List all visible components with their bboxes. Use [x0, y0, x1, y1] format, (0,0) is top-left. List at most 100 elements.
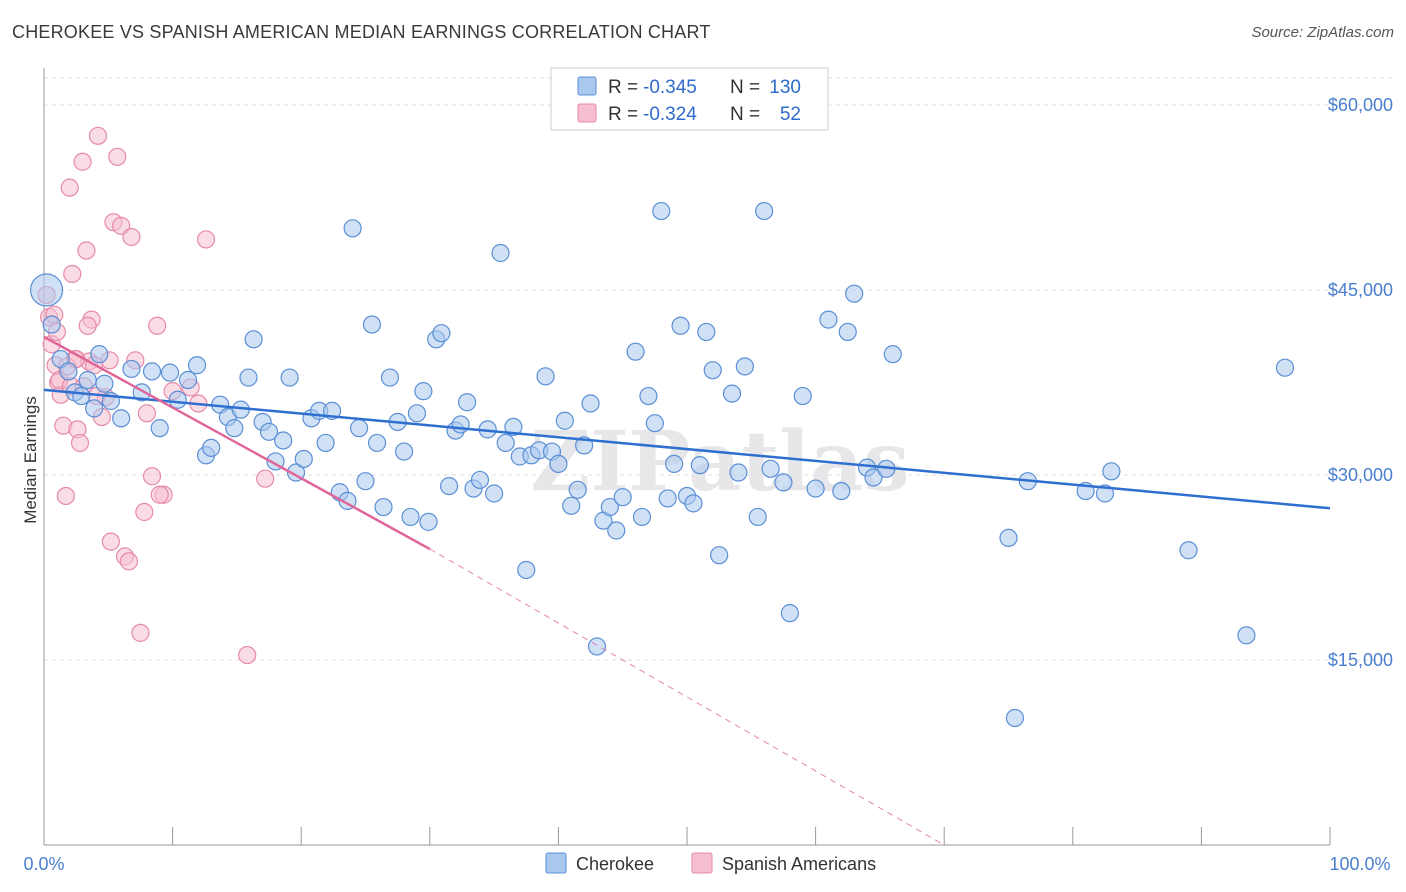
spanish-americans-point: [88, 126, 108, 145]
spanish-americans-point: [131, 623, 150, 642]
cherokee-point: [684, 494, 703, 513]
cherokee-point: [439, 477, 459, 496]
cherokee-point: [645, 414, 664, 433]
spanish-americans-trend-extension: [429, 548, 945, 846]
cherokee-point: [414, 382, 433, 401]
cherokee-point: [187, 356, 207, 375]
x-tick-labels: 0.0% 100.0%: [23, 854, 1390, 874]
cherokee-trend-line: [43, 388, 1331, 510]
cherokee-point: [568, 480, 587, 499]
cherokee-point: [239, 368, 258, 387]
cherokee-point: [832, 481, 851, 501]
cherokee-point: [470, 470, 490, 490]
cherokee-point: [316, 433, 335, 453]
x-tick-label-max: 100.0%: [1329, 854, 1390, 874]
cherokee-point: [755, 201, 774, 221]
cherokee-points: [29, 201, 1295, 728]
legend-r-value: -0.324: [643, 104, 697, 125]
cherokee-point: [380, 368, 400, 387]
spanish-americans-point: [196, 230, 216, 249]
cherokee-point: [72, 386, 91, 406]
cherokee-point: [517, 560, 536, 580]
cherokee-point: [703, 361, 722, 380]
spanish-americans-point: [63, 264, 82, 284]
bottom-legend-cherokee: Cherokee: [576, 854, 654, 874]
cherokee-point: [374, 497, 393, 517]
cherokee-point: [671, 316, 690, 335]
spanish-americans-point: [70, 433, 90, 453]
cherokee-point: [658, 489, 677, 508]
y-tick-label: $15,000: [1328, 650, 1393, 670]
cherokee-point: [451, 415, 470, 434]
cherokee-point: [587, 637, 607, 656]
cherokee-point: [729, 463, 748, 482]
legend-n-value: 130: [769, 77, 801, 98]
spanish-americans-point: [77, 241, 96, 260]
cherokee-point: [748, 507, 767, 527]
cherokee-point: [78, 370, 97, 390]
cherokee-point: [845, 284, 864, 303]
legend-swatch-spanish: [577, 103, 597, 123]
legend-r-value: -0.345: [643, 77, 697, 98]
cherokee-point: [838, 322, 857, 342]
cherokee-point: [419, 512, 438, 531]
cherokee-point: [639, 386, 658, 406]
cherokee-point: [85, 399, 104, 418]
bottom-legend-swatch-cherokee: [545, 852, 567, 874]
cherokee-point: [274, 431, 293, 450]
cherokee-point: [59, 362, 78, 381]
cherokee-point: [883, 345, 902, 364]
cherokee-point: [632, 507, 652, 527]
y-tick-label: $60,000: [1328, 95, 1393, 115]
spanish-americans-point: [56, 486, 75, 506]
cherokee-point: [42, 315, 61, 334]
source-note: Source: ZipAtlas.com: [1251, 24, 1394, 41]
spanish-americans-point: [137, 404, 156, 423]
spanish-americans-point: [119, 552, 138, 571]
spanish-americans-point: [108, 147, 127, 166]
legend-n-label: N =: [730, 77, 760, 98]
spanish-americans-point: [256, 469, 275, 488]
cherokee-point: [600, 497, 619, 517]
cherokee-point: [607, 521, 626, 540]
cherokee-point: [496, 433, 515, 453]
cherokee-point: [259, 422, 279, 441]
spanish-americans-trend-line: [43, 335, 431, 551]
y-axis-title: Median Earnings: [21, 396, 40, 524]
cherokee-point: [774, 473, 793, 492]
spanish-americans-point: [73, 152, 92, 171]
cherokee-point: [665, 454, 684, 473]
spanish-americans-point: [112, 216, 131, 235]
cherokee-point: [142, 362, 162, 381]
cherokee-point: [864, 468, 883, 487]
cherokee-point: [562, 496, 581, 515]
axes: [43, 68, 1331, 846]
cherokee-point: [780, 604, 799, 623]
cherokee-point: [294, 449, 313, 469]
cherokee-point: [394, 442, 414, 461]
cherokee-point: [225, 419, 244, 438]
legend: R = -0.345 N = 130 R = -0.324 N = 52: [550, 67, 829, 131]
spanish-americans-point: [101, 532, 120, 551]
legend-r-label: R =: [608, 77, 638, 98]
cherokee-point: [29, 273, 64, 307]
cherokee-point: [555, 411, 574, 430]
cherokee-point: [90, 345, 109, 364]
cherokee-point: [1179, 541, 1198, 560]
cherokee-point: [626, 342, 645, 361]
x-tick-label-min: 0.0%: [23, 854, 64, 874]
cherokee-point: [95, 374, 114, 393]
cherokee-point: [549, 454, 568, 473]
spanish-americans-point: [150, 485, 169, 504]
watermark: ZIPatlas: [530, 414, 909, 510]
cherokee-point: [168, 390, 187, 409]
cherokee-point: [1102, 462, 1121, 481]
cherokee-point: [735, 357, 754, 376]
cherokee-point: [1005, 708, 1025, 728]
cherokee-point: [504, 417, 523, 436]
cherokee-point: [1275, 358, 1295, 377]
cherokee-point: [710, 546, 729, 565]
cherokee-point: [244, 330, 263, 349]
cherokee-point: [761, 459, 780, 478]
bottom-legend: Cherokee Spanish Americans: [545, 852, 876, 874]
